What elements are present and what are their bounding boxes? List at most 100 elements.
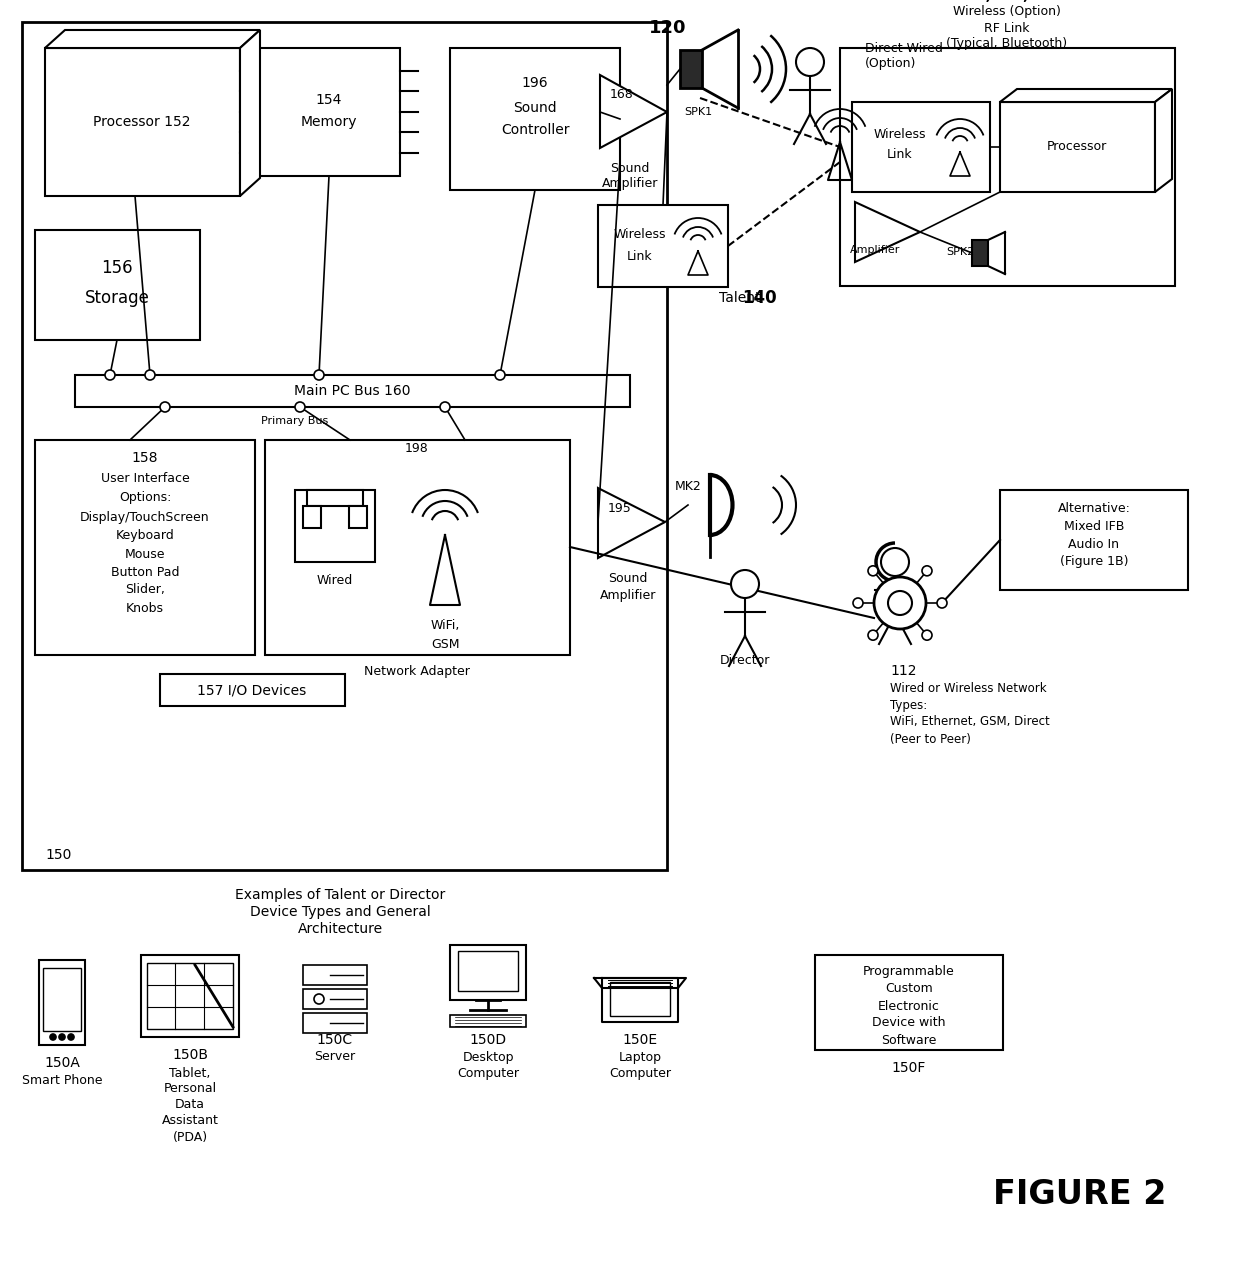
Polygon shape [241, 31, 260, 196]
Bar [348, 506, 367, 527]
Circle shape [295, 403, 305, 412]
Text: Computer: Computer [609, 1068, 671, 1080]
Text: Talent: Talent [719, 290, 761, 304]
Bar [680, 50, 702, 88]
Bar [598, 205, 728, 287]
Text: Software: Software [882, 1033, 936, 1046]
Bar [450, 945, 526, 1000]
Text: Direct Wired: Direct Wired [866, 42, 942, 55]
Polygon shape [598, 488, 665, 558]
Circle shape [853, 598, 863, 608]
Text: 150E: 150E [622, 1033, 657, 1047]
Bar [43, 968, 81, 1031]
Circle shape [796, 48, 825, 76]
Text: 112: 112 [890, 664, 916, 678]
Circle shape [923, 566, 932, 576]
Polygon shape [856, 203, 920, 262]
Bar [610, 982, 670, 1015]
Bar [258, 48, 401, 176]
Text: Computer: Computer [458, 1068, 520, 1080]
Circle shape [105, 369, 115, 380]
Text: Architecture: Architecture [298, 922, 383, 936]
Text: Sound: Sound [513, 101, 557, 115]
Text: Wireless: Wireless [614, 228, 666, 242]
Text: 120: 120 [650, 19, 687, 37]
Text: Wireless (Option): Wireless (Option) [954, 5, 1061, 19]
Polygon shape [1154, 89, 1172, 192]
Text: Sound: Sound [610, 162, 650, 175]
Text: Director: Director [719, 654, 770, 666]
Text: 114,116,118: 114,116,118 [954, 0, 1060, 4]
Bar [38, 961, 86, 1045]
Text: Slider,: Slider, [125, 583, 165, 596]
Bar [999, 490, 1188, 590]
Text: 150F: 150F [892, 1061, 926, 1075]
Text: Amplifier: Amplifier [600, 590, 656, 603]
Bar [45, 48, 241, 196]
Bar [815, 956, 1003, 1050]
Circle shape [314, 369, 324, 380]
Bar [999, 102, 1154, 192]
Circle shape [50, 1034, 56, 1040]
Bar [450, 1015, 526, 1027]
Text: Programmable: Programmable [863, 966, 955, 978]
Circle shape [440, 403, 450, 412]
Text: Keyboard: Keyboard [115, 530, 175, 543]
Bar [22, 22, 667, 870]
Text: Assistant: Assistant [161, 1115, 218, 1127]
Text: Device Types and General: Device Types and General [249, 905, 430, 919]
Text: User Interface: User Interface [100, 471, 190, 484]
Bar [852, 102, 990, 192]
Bar [303, 964, 367, 985]
Text: 150A: 150A [45, 1056, 79, 1070]
Polygon shape [600, 75, 667, 148]
Text: (Figure 1B): (Figure 1B) [1060, 555, 1128, 568]
Text: Controller: Controller [501, 124, 569, 138]
Text: 150: 150 [45, 848, 72, 862]
Text: Wired or Wireless Network: Wired or Wireless Network [890, 682, 1047, 694]
Circle shape [880, 548, 909, 576]
Text: WiFi,: WiFi, [430, 618, 460, 632]
Text: 150C: 150C [317, 1033, 353, 1047]
Polygon shape [999, 89, 1172, 102]
Text: 196: 196 [522, 76, 548, 90]
Circle shape [868, 566, 878, 576]
Text: Processor: Processor [1047, 140, 1107, 153]
Polygon shape [45, 31, 260, 48]
Text: SPK1: SPK1 [684, 107, 712, 117]
Text: Device with: Device with [872, 1017, 946, 1029]
Text: MK2: MK2 [675, 480, 702, 493]
Text: Processor 152: Processor 152 [93, 115, 191, 129]
Bar [295, 490, 374, 562]
Circle shape [868, 631, 878, 640]
Text: (PDA): (PDA) [172, 1130, 207, 1144]
Text: SPK2: SPK2 [946, 247, 975, 257]
Text: Link: Link [627, 251, 652, 264]
Text: Storage: Storage [84, 289, 150, 307]
Text: Laptop: Laptop [619, 1051, 661, 1064]
Bar [265, 440, 570, 655]
Text: Smart Phone: Smart Phone [22, 1074, 102, 1088]
Text: Sound: Sound [609, 572, 647, 585]
Text: 195: 195 [608, 502, 632, 515]
Circle shape [937, 598, 947, 608]
Circle shape [888, 591, 911, 615]
Circle shape [160, 403, 170, 412]
Circle shape [732, 569, 759, 598]
Text: Memory: Memory [301, 115, 357, 129]
Circle shape [923, 631, 932, 640]
Text: 156: 156 [102, 259, 133, 276]
Circle shape [60, 1034, 64, 1040]
Text: 140: 140 [743, 289, 777, 307]
Text: Audio In: Audio In [1069, 538, 1120, 550]
Bar [839, 48, 1176, 285]
Text: Amplifier: Amplifier [849, 245, 900, 255]
Text: Amplifier: Amplifier [601, 177, 658, 191]
Text: 157 I/O Devices: 157 I/O Devices [197, 683, 306, 697]
Text: Types:: Types: [890, 698, 928, 711]
Bar [148, 963, 233, 1029]
Circle shape [495, 369, 505, 380]
Text: Custom: Custom [885, 982, 932, 995]
Text: Data: Data [175, 1098, 205, 1111]
Text: Wireless: Wireless [874, 129, 926, 141]
